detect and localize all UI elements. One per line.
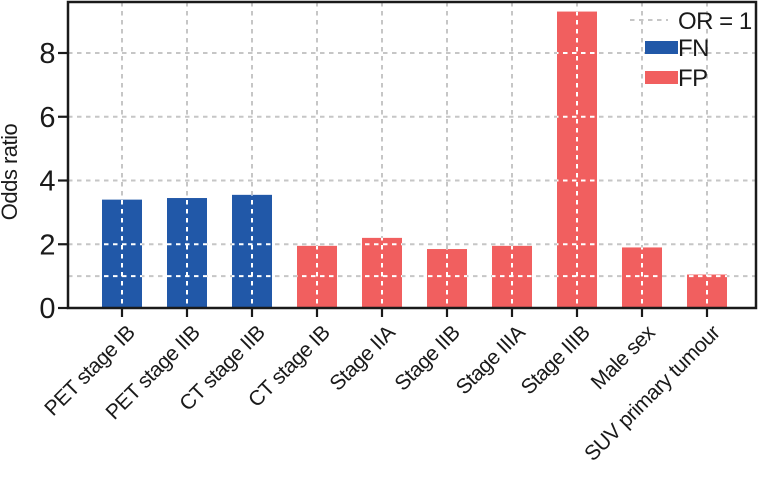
legend: OR = 1FN FP bbox=[630, 8, 752, 92]
y-tick-label: 8 bbox=[39, 38, 55, 70]
legend-item-or-1: OR = 1 bbox=[630, 8, 752, 35]
legend-label: OR = 1 bbox=[678, 8, 752, 35]
bar-pet-stage-iib bbox=[167, 198, 207, 308]
x-category-label: Stage IIA bbox=[325, 321, 400, 396]
y-tick-label: 0 bbox=[39, 293, 55, 325]
legend-label: FN bbox=[678, 35, 709, 62]
legend-item-fn: FN bbox=[645, 35, 710, 62]
bars-layer bbox=[102, 11, 727, 308]
legend-swatch bbox=[645, 41, 678, 54]
y-tick-label: 2 bbox=[39, 229, 55, 261]
y-tick-label: 6 bbox=[39, 102, 55, 134]
y-axis-title: Odds ratio bbox=[0, 123, 22, 220]
x-category-label: Stage IIIA bbox=[452, 321, 530, 399]
legend-swatch bbox=[645, 71, 678, 84]
x-category-label: Stage IIIB bbox=[517, 321, 595, 399]
legend-label: FP bbox=[678, 65, 708, 92]
bar-stage-iib bbox=[427, 249, 467, 308]
bar-stage-iiib bbox=[557, 11, 597, 308]
bar-pet-stage-ib bbox=[102, 199, 142, 308]
legend-item-fp: FP bbox=[645, 65, 708, 92]
plot-frame bbox=[66, 0, 758, 310]
bar-ct-stage-iib bbox=[232, 194, 272, 308]
y-tick-label: 4 bbox=[39, 166, 55, 198]
